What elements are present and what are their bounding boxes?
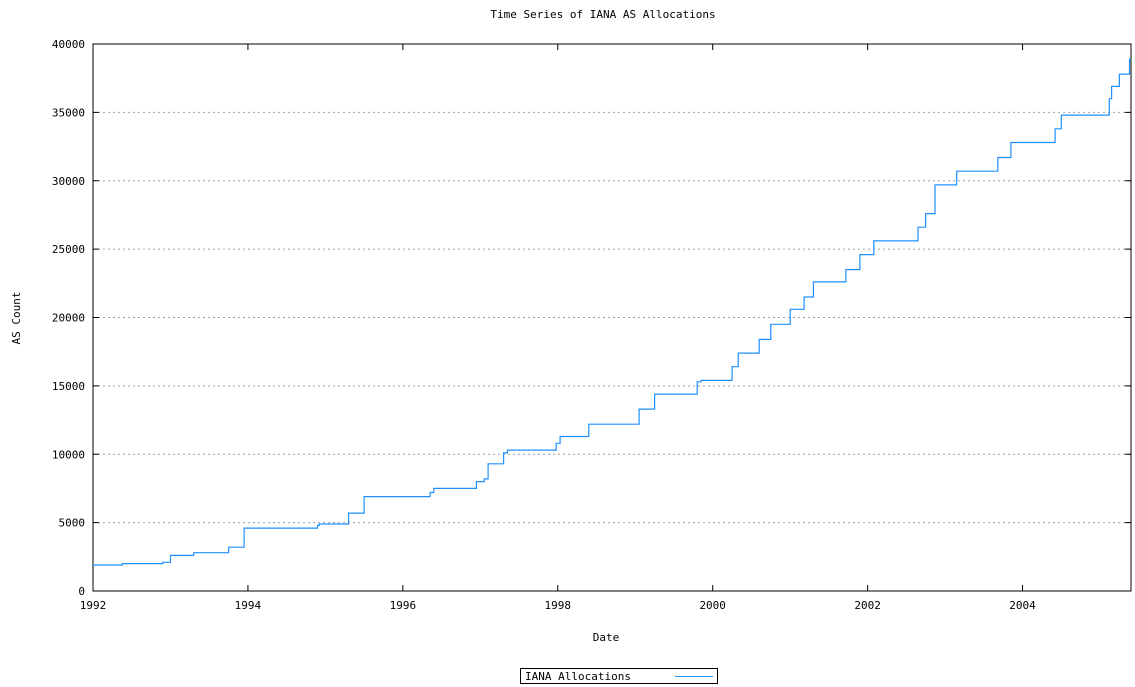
- x-tick-label: 1992: [80, 599, 107, 612]
- y-axis: 0 5000 10000 15000 20000 25000 30000 35000 40000: [52, 38, 1131, 598]
- chart: Time Series of IANA AS Allocations 0 5000…: [10, 8, 1132, 644]
- series-line: [93, 58, 1131, 566]
- x-tick-label: 2004: [1009, 599, 1036, 612]
- legend-swatch: [675, 676, 713, 677]
- x-axis: 1992 1994 1996 1998 2000 2002 2004: [80, 44, 1036, 612]
- series-layer: [93, 58, 1131, 566]
- legend-label: IANA Allocations: [525, 670, 631, 683]
- x-tick-label: 2002: [854, 599, 881, 612]
- y-tick-label: 15000: [52, 380, 85, 393]
- y-tick-label: 35000: [52, 106, 85, 119]
- y-tick-label: 10000: [52, 448, 85, 461]
- y-tick-label: 30000: [52, 175, 85, 188]
- y-tick-label: 0: [78, 585, 85, 598]
- y-tick-label: 20000: [52, 312, 85, 325]
- grid-lines: [93, 111, 1131, 524]
- y-tick-label: 40000: [52, 38, 85, 51]
- x-tick-label: 1996: [390, 599, 417, 612]
- x-axis-label: Date: [593, 631, 620, 644]
- y-tick-label: 5000: [59, 517, 86, 530]
- legend: IANA Allocations: [520, 668, 718, 684]
- y-axis-label: AS Count: [10, 292, 23, 345]
- x-tick-label: 1994: [235, 599, 262, 612]
- chart-title: Time Series of IANA AS Allocations: [490, 8, 715, 21]
- y-tick-label: 25000: [52, 243, 85, 256]
- x-tick-label: 2000: [699, 599, 726, 612]
- x-tick-label: 1998: [545, 599, 572, 612]
